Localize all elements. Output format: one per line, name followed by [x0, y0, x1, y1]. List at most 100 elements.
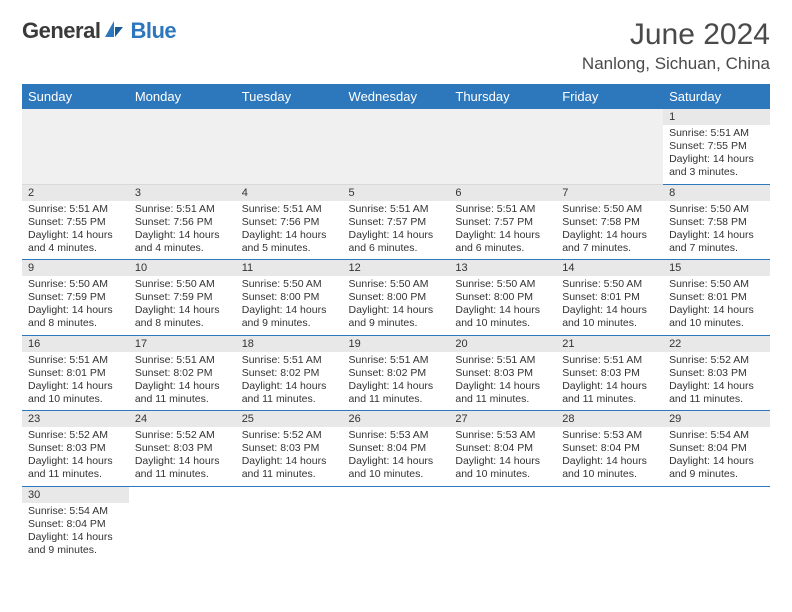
sunrise-text: Sunrise: 5:51 AM — [28, 203, 123, 216]
sunset-text: Sunset: 8:03 PM — [135, 442, 230, 455]
calendar-cell: 22Sunrise: 5:52 AMSunset: 8:03 PMDayligh… — [663, 335, 770, 411]
daylight-text: Daylight: 14 hours and 6 minutes. — [349, 229, 444, 255]
day-number: 11 — [236, 260, 343, 276]
calendar-cell-empty — [556, 109, 663, 184]
daylight-text: Daylight: 14 hours and 9 minutes. — [28, 531, 123, 557]
daylight-text: Daylight: 14 hours and 11 minutes. — [349, 380, 444, 406]
sunset-text: Sunset: 8:04 PM — [669, 442, 764, 455]
day-number: 4 — [236, 185, 343, 201]
sunrise-text: Sunrise: 5:53 AM — [455, 429, 550, 442]
day-header: Sunday — [22, 84, 129, 109]
day-number: 17 — [129, 336, 236, 352]
sunrise-text: Sunrise: 5:50 AM — [242, 278, 337, 291]
calendar-cell: 17Sunrise: 5:51 AMSunset: 8:02 PMDayligh… — [129, 335, 236, 411]
sunset-text: Sunset: 8:03 PM — [669, 367, 764, 380]
calendar-cell-empty — [129, 109, 236, 184]
calendar-cell: 19Sunrise: 5:51 AMSunset: 8:02 PMDayligh… — [343, 335, 450, 411]
day-number: 27 — [449, 411, 556, 427]
calendar-cell: 14Sunrise: 5:50 AMSunset: 8:01 PMDayligh… — [556, 260, 663, 336]
day-details: Sunrise: 5:54 AMSunset: 8:04 PMDaylight:… — [663, 427, 770, 486]
sunset-text: Sunset: 7:55 PM — [28, 216, 123, 229]
daylight-text: Daylight: 14 hours and 11 minutes. — [669, 380, 764, 406]
day-number: 3 — [129, 185, 236, 201]
day-details: Sunrise: 5:52 AMSunset: 8:03 PMDaylight:… — [236, 427, 343, 486]
sunrise-text: Sunrise: 5:51 AM — [28, 354, 123, 367]
calendar-week: 9Sunrise: 5:50 AMSunset: 7:59 PMDaylight… — [22, 260, 770, 336]
calendar-cell-empty — [236, 486, 343, 561]
calendar-cell: 27Sunrise: 5:53 AMSunset: 8:04 PMDayligh… — [449, 411, 556, 487]
location-text: Nanlong, Sichuan, China — [582, 54, 770, 74]
day-number: 5 — [343, 185, 450, 201]
day-number: 24 — [129, 411, 236, 427]
sunrise-text: Sunrise: 5:50 AM — [669, 203, 764, 216]
day-number: 16 — [22, 336, 129, 352]
day-header: Monday — [129, 84, 236, 109]
sunrise-text: Sunrise: 5:52 AM — [28, 429, 123, 442]
day-details: Sunrise: 5:50 AMSunset: 8:00 PMDaylight:… — [343, 276, 450, 335]
day-number: 22 — [663, 336, 770, 352]
day-details: Sunrise: 5:51 AMSunset: 7:55 PMDaylight:… — [22, 201, 129, 260]
day-number: 6 — [449, 185, 556, 201]
calendar-body: 1Sunrise: 5:51 AMSunset: 7:55 PMDaylight… — [22, 109, 770, 561]
sunset-text: Sunset: 8:00 PM — [455, 291, 550, 304]
calendar-cell: 28Sunrise: 5:53 AMSunset: 8:04 PMDayligh… — [556, 411, 663, 487]
calendar-week: 16Sunrise: 5:51 AMSunset: 8:01 PMDayligh… — [22, 335, 770, 411]
daylight-text: Daylight: 14 hours and 10 minutes. — [349, 455, 444, 481]
calendar-table: SundayMondayTuesdayWednesdayThursdayFrid… — [22, 84, 770, 561]
day-details: Sunrise: 5:51 AMSunset: 8:03 PMDaylight:… — [449, 352, 556, 411]
sunrise-text: Sunrise: 5:50 AM — [135, 278, 230, 291]
day-number: 21 — [556, 336, 663, 352]
sunrise-text: Sunrise: 5:51 AM — [669, 127, 764, 140]
sunset-text: Sunset: 8:02 PM — [242, 367, 337, 380]
calendar-cell-empty — [556, 486, 663, 561]
calendar-cell-empty — [236, 109, 343, 184]
day-number: 29 — [663, 411, 770, 427]
sunrise-text: Sunrise: 5:50 AM — [349, 278, 444, 291]
day-number: 13 — [449, 260, 556, 276]
sunrise-text: Sunrise: 5:51 AM — [562, 354, 657, 367]
calendar-cell: 10Sunrise: 5:50 AMSunset: 7:59 PMDayligh… — [129, 260, 236, 336]
sunrise-text: Sunrise: 5:52 AM — [242, 429, 337, 442]
daylight-text: Daylight: 14 hours and 11 minutes. — [242, 380, 337, 406]
daylight-text: Daylight: 14 hours and 10 minutes. — [562, 455, 657, 481]
day-details: Sunrise: 5:51 AMSunset: 8:02 PMDaylight:… — [343, 352, 450, 411]
day-number: 25 — [236, 411, 343, 427]
day-number: 28 — [556, 411, 663, 427]
sunrise-text: Sunrise: 5:51 AM — [242, 354, 337, 367]
calendar-week: 23Sunrise: 5:52 AMSunset: 8:03 PMDayligh… — [22, 411, 770, 487]
daylight-text: Daylight: 14 hours and 10 minutes. — [28, 380, 123, 406]
sunset-text: Sunset: 8:01 PM — [28, 367, 123, 380]
day-details: Sunrise: 5:52 AMSunset: 8:03 PMDaylight:… — [129, 427, 236, 486]
day-number: 9 — [22, 260, 129, 276]
calendar-cell: 26Sunrise: 5:53 AMSunset: 8:04 PMDayligh… — [343, 411, 450, 487]
calendar-cell: 29Sunrise: 5:54 AMSunset: 8:04 PMDayligh… — [663, 411, 770, 487]
daylight-text: Daylight: 14 hours and 6 minutes. — [455, 229, 550, 255]
sunrise-text: Sunrise: 5:50 AM — [669, 278, 764, 291]
day-header: Thursday — [449, 84, 556, 109]
day-details: Sunrise: 5:50 AMSunset: 8:00 PMDaylight:… — [236, 276, 343, 335]
day-details: Sunrise: 5:51 AMSunset: 8:01 PMDaylight:… — [22, 352, 129, 411]
calendar-cell-empty — [449, 486, 556, 561]
calendar-cell-empty — [343, 486, 450, 561]
calendar-week: 1Sunrise: 5:51 AMSunset: 7:55 PMDaylight… — [22, 109, 770, 184]
day-number: 7 — [556, 185, 663, 201]
calendar-cell: 9Sunrise: 5:50 AMSunset: 7:59 PMDaylight… — [22, 260, 129, 336]
daylight-text: Daylight: 14 hours and 11 minutes. — [242, 455, 337, 481]
sunrise-text: Sunrise: 5:51 AM — [349, 203, 444, 216]
sail-icon — [103, 19, 125, 44]
sunset-text: Sunset: 8:01 PM — [669, 291, 764, 304]
daylight-text: Daylight: 14 hours and 11 minutes. — [28, 455, 123, 481]
day-number: 18 — [236, 336, 343, 352]
day-header: Tuesday — [236, 84, 343, 109]
sunrise-text: Sunrise: 5:52 AM — [135, 429, 230, 442]
calendar-page: General Blue June 2024 Nanlong, Sichuan,… — [0, 0, 792, 579]
day-header-row: SundayMondayTuesdayWednesdayThursdayFrid… — [22, 84, 770, 109]
day-details: Sunrise: 5:51 AMSunset: 7:57 PMDaylight:… — [449, 201, 556, 260]
sunset-text: Sunset: 7:57 PM — [455, 216, 550, 229]
daylight-text: Daylight: 14 hours and 8 minutes. — [28, 304, 123, 330]
calendar-cell-empty — [449, 109, 556, 184]
sunrise-text: Sunrise: 5:50 AM — [455, 278, 550, 291]
calendar-cell: 1Sunrise: 5:51 AMSunset: 7:55 PMDaylight… — [663, 109, 770, 184]
day-details: Sunrise: 5:51 AMSunset: 7:57 PMDaylight:… — [343, 201, 450, 260]
day-details: Sunrise: 5:53 AMSunset: 8:04 PMDaylight:… — [556, 427, 663, 486]
